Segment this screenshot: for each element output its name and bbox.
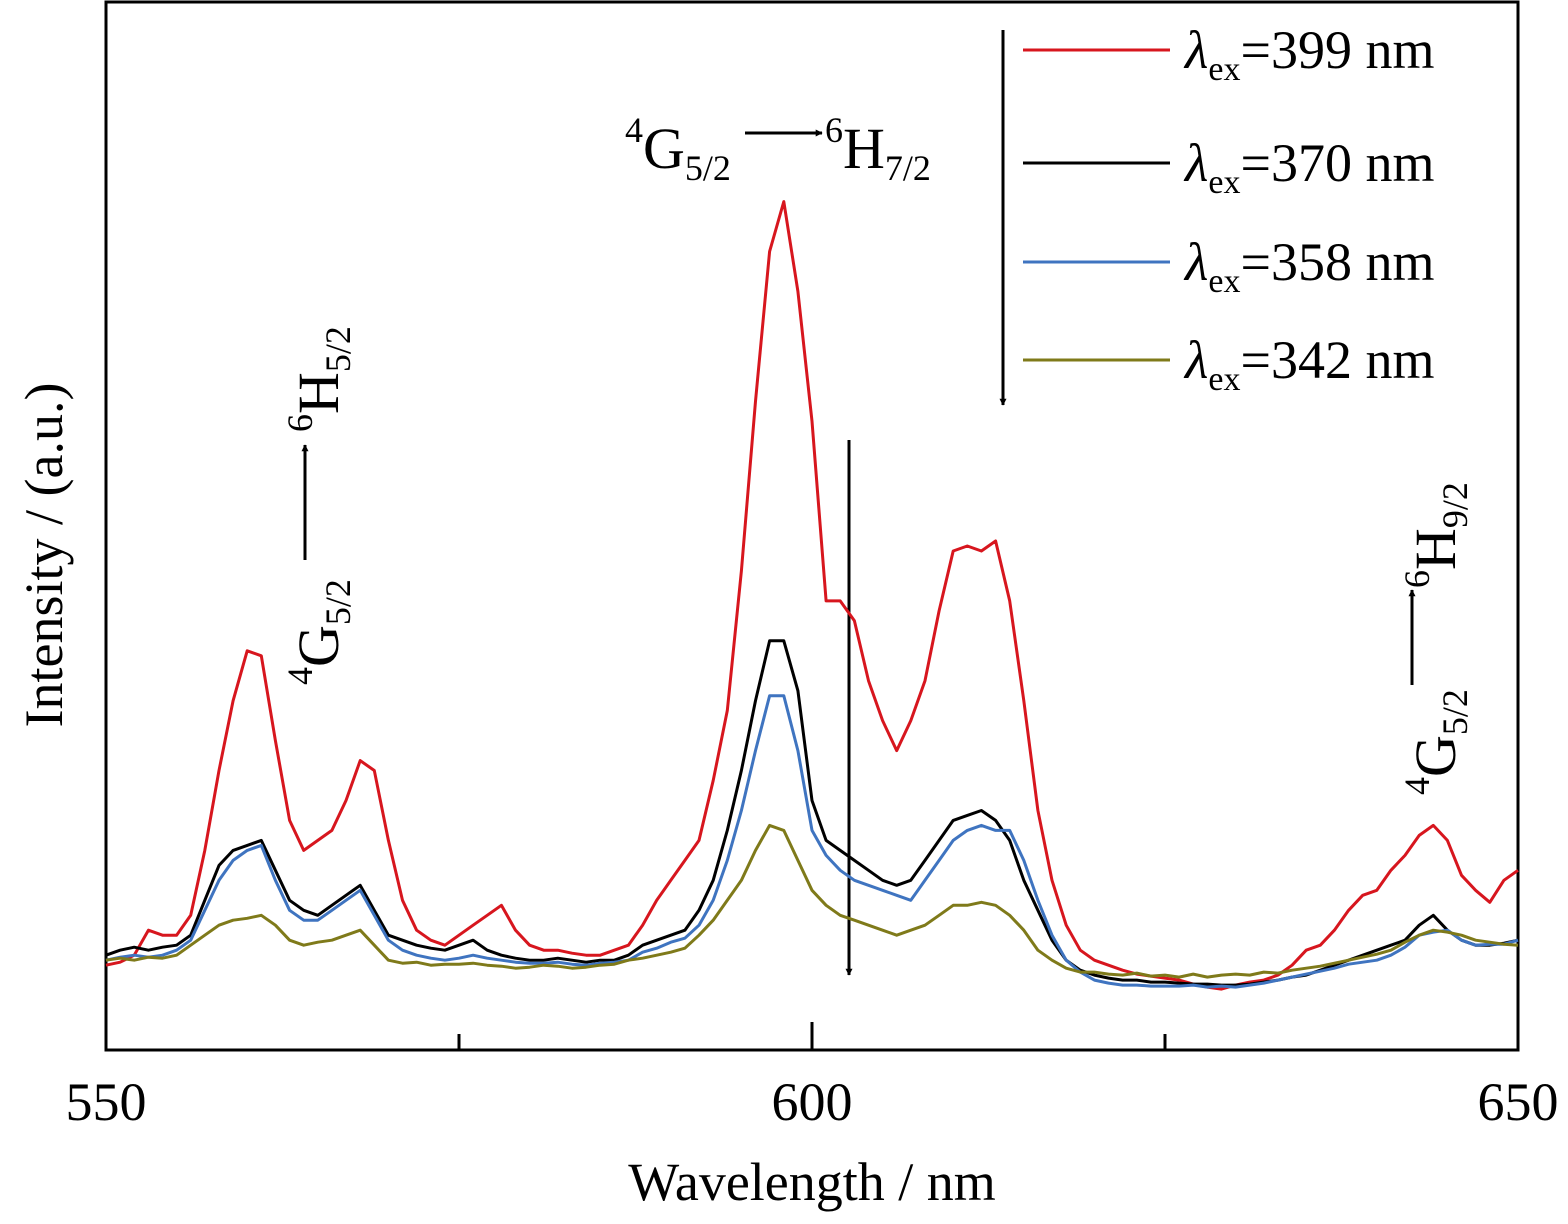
term-sub: 5/2 xyxy=(1435,689,1475,735)
x-axis-label: Wavelength / nm xyxy=(628,1152,996,1212)
term-sup: 6 xyxy=(1397,570,1437,588)
legend-label: λex=342 nm xyxy=(1183,330,1434,398)
series-line xyxy=(105,823,1519,979)
transition-term: 6H5/2 xyxy=(280,326,358,432)
term-letter: G xyxy=(286,625,351,667)
series-line xyxy=(105,694,1519,989)
transition-term: 6H9/2 xyxy=(1397,482,1475,588)
series-line xyxy=(105,639,1519,987)
term-sup: 4 xyxy=(1397,777,1437,795)
term-sup: 4 xyxy=(625,110,643,150)
term-sub: 9/2 xyxy=(1435,482,1475,528)
term-letter: G xyxy=(643,116,685,181)
term-sub: 7/2 xyxy=(885,148,931,188)
term-sub: 5/2 xyxy=(685,148,731,188)
term-sup: 6 xyxy=(825,110,843,150)
transition-term: 4G5/2 xyxy=(1397,689,1475,795)
transition-term: 4G5/2 xyxy=(280,579,358,685)
term-letter: H xyxy=(1403,528,1468,570)
transition-term: 4G5/2 xyxy=(625,110,731,188)
x-tick-label: 650 xyxy=(1478,1072,1559,1132)
term-sub: 5/2 xyxy=(318,579,358,625)
term-letter: H xyxy=(286,372,351,414)
legend-label: λex=399 nm xyxy=(1183,20,1434,88)
transition-term: 6H7/2 xyxy=(825,110,931,188)
x-tick-label: 550 xyxy=(66,1072,147,1132)
legend-label: λex=358 nm xyxy=(1183,232,1434,300)
term-sub: 5/2 xyxy=(318,326,358,372)
x-tick-label: 600 xyxy=(772,1072,853,1132)
term-sup: 6 xyxy=(280,414,320,432)
y-axis-label: Intensity / (a.u.) xyxy=(14,383,74,728)
term-letter: G xyxy=(1403,735,1468,777)
term-sup: 4 xyxy=(280,667,320,685)
term-letter: H xyxy=(843,116,885,181)
legend-label: λex=370 nm xyxy=(1183,133,1434,201)
